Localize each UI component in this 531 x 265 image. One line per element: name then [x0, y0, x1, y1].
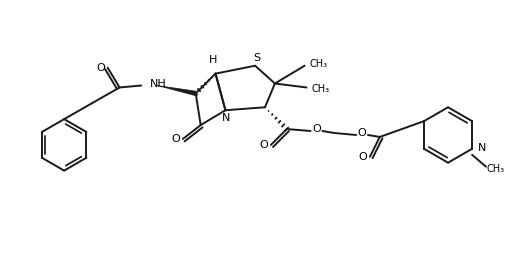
Text: S: S: [253, 53, 261, 63]
Polygon shape: [157, 86, 196, 96]
Text: H: H: [209, 55, 218, 65]
Text: CH₃: CH₃: [487, 164, 505, 174]
Text: O: O: [357, 128, 366, 138]
Text: NH: NH: [150, 78, 167, 89]
Text: CH₃: CH₃: [311, 85, 329, 94]
Text: N: N: [222, 113, 230, 123]
Text: N: N: [478, 143, 486, 153]
Text: O: O: [312, 124, 321, 134]
Text: O: O: [260, 140, 268, 150]
Text: O: O: [172, 134, 181, 144]
Text: O: O: [358, 152, 367, 162]
Text: O: O: [96, 63, 105, 73]
Text: CH₃: CH₃: [310, 59, 328, 69]
